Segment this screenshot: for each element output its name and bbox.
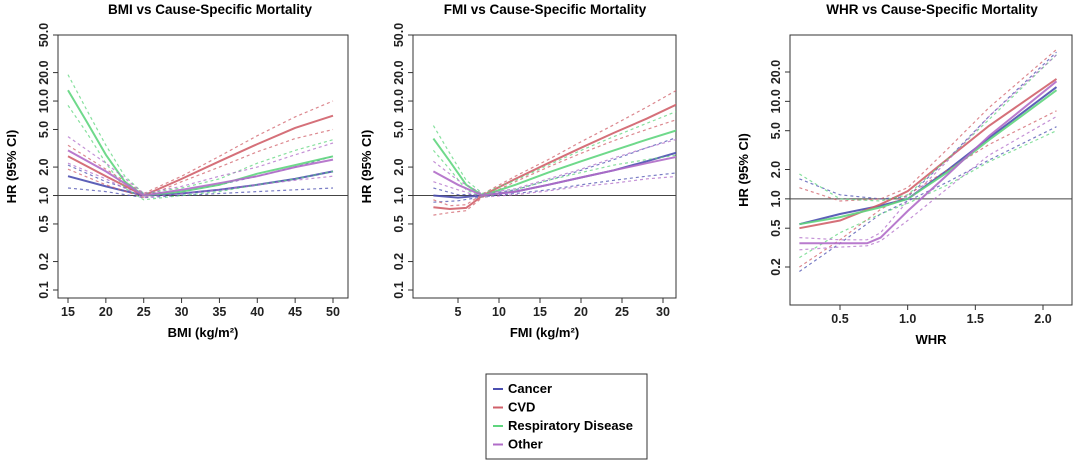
series-lower-ci-cvd [799,110,1057,268]
chart-title: BMI vs Cause-Specific Mortality [108,2,313,17]
y-tick-label: 20.0 [392,60,406,84]
x-tick-label: 2.0 [1034,312,1051,326]
series-line-respiratory-disease [432,129,676,197]
legend-label: Respiratory Disease [508,418,633,433]
series-upper-ci-respiratory-disease [432,110,676,195]
x-tick-label: 20 [99,305,113,319]
series-upper-ci-other [799,54,1057,241]
y-tick-label: 10.0 [37,89,51,113]
x-tick-label: 35 [212,305,226,319]
y-tick-label: 10.0 [392,89,406,113]
x-tick-label: 40 [250,305,264,319]
series-lower-ci-other [433,175,676,198]
chart-title: WHR vs Cause-Specific Mortality [826,2,1038,17]
x-axis-label: BMI (kg/m²) [168,325,239,340]
series-upper-ci-other [433,138,676,195]
plot-frame [412,34,677,299]
series-lower-ci-cancer [433,172,676,203]
chart-panel-2: FMI vs Cause-Specific Mortality FMI (kg/m… [359,2,677,340]
y-tick-label: 50.0 [392,23,406,47]
y-axis-label: HR (95% CI) [359,130,374,204]
series-upper-ci-respiratory-disease [799,54,1057,202]
legend-box [485,373,648,460]
series-upper-ci-other [67,136,334,195]
legend-label: Cancer [508,381,552,396]
series-line-cancer [799,86,1058,226]
y-axis-label: HR (95% CI) [4,130,19,204]
chart-panel-3: WHR vs Cause-Specific Mortality WHR HR (95… [736,2,1073,347]
y-tick-label: 1.0 [392,187,406,204]
x-tick-label: 25 [137,305,151,319]
series-line-cvd [67,114,334,197]
x-tick-label: 15 [61,305,75,319]
x-tick-label: 10 [492,305,506,319]
x-tick-label: 5 [455,305,462,319]
y-tick-label: 5.0 [37,121,51,138]
series-group [799,49,1058,272]
x-tick-label: 20 [574,305,588,319]
series-lower-ci-other [799,115,1057,251]
y-tick-label: 20.0 [37,60,51,84]
series-upper-ci-respiratory-disease [67,74,334,195]
y-tick-label: 50.0 [37,23,51,47]
series-line-respiratory-disease [799,89,1058,226]
y-tick-label: 20.0 [769,60,783,84]
y-tick-label: 5.0 [392,121,406,138]
series-upper-ci-cvd [799,49,1057,202]
series-lower-ci-respiratory-disease [799,130,1057,259]
legend-label: CVD [508,400,535,415]
series-line-cvd [799,78,1058,230]
y-tick-label: 0.2 [392,253,406,270]
x-tick-label: 1.0 [899,312,916,326]
legend-label: Other [508,437,543,452]
series-lower-ci-other [67,162,334,199]
plot-frame [57,34,349,299]
y-tick-label: 10.0 [769,89,783,113]
y-tick-label: 0.2 [769,258,783,275]
y-tick-label: 1.0 [37,187,51,204]
y-tick-label: 0.2 [37,253,51,270]
x-tick-label: 1.5 [967,312,984,326]
y-tick-label: 0.1 [37,281,51,298]
plot-frame [789,34,1073,306]
y-tick-label: 2.0 [37,158,51,175]
x-tick-label: 0.5 [831,312,848,326]
x-axis-label: WHR [915,332,947,347]
series-line-cvd [433,103,676,211]
chart-title: FMI vs Cause-Specific Mortality [444,2,647,17]
x-tick-label: 30 [175,305,189,319]
y-tick-label: 2.0 [769,161,783,178]
legend: Cancer CVD Respiratory Disease Other [485,373,648,460]
y-tick-label: 1.0 [769,190,783,207]
series-group [432,89,676,216]
series-lower-ci-respiratory-disease [432,150,676,199]
y-tick-label: 5.0 [769,122,783,139]
series-upper-ci-cancer [799,51,1057,200]
chart-panel-1: BMI vs Cause-Specific Mortality BMI (kg/m… [4,2,349,340]
y-tick-label: 0.5 [37,215,51,232]
y-tick-label: 2.0 [392,158,406,175]
x-tick-label: 50 [326,305,340,319]
series-upper-ci-cancer [433,137,676,196]
series-line-other [432,155,676,197]
x-tick-label: 25 [615,305,629,319]
series-line-other [67,149,334,197]
y-tick-label: 0.5 [769,219,783,236]
series-group [67,74,334,201]
series-lower-ci-cancer [67,187,334,199]
y-tick-label: 0.5 [392,215,406,232]
series-line-other [799,80,1058,245]
series-upper-ci-cvd [67,100,334,195]
series-upper-ci-cvd [433,89,676,207]
x-tick-label: 45 [288,305,302,319]
y-tick-label: 0.1 [392,281,406,298]
x-axis-label: FMI (kg/m²) [510,325,579,340]
series-lower-ci-cvd [67,128,334,199]
x-tick-label: 30 [656,305,670,319]
series-lower-ci-cvd [433,119,676,216]
x-tick-label: 15 [533,305,547,319]
y-axis-label: HR (95% CI) [736,133,751,207]
